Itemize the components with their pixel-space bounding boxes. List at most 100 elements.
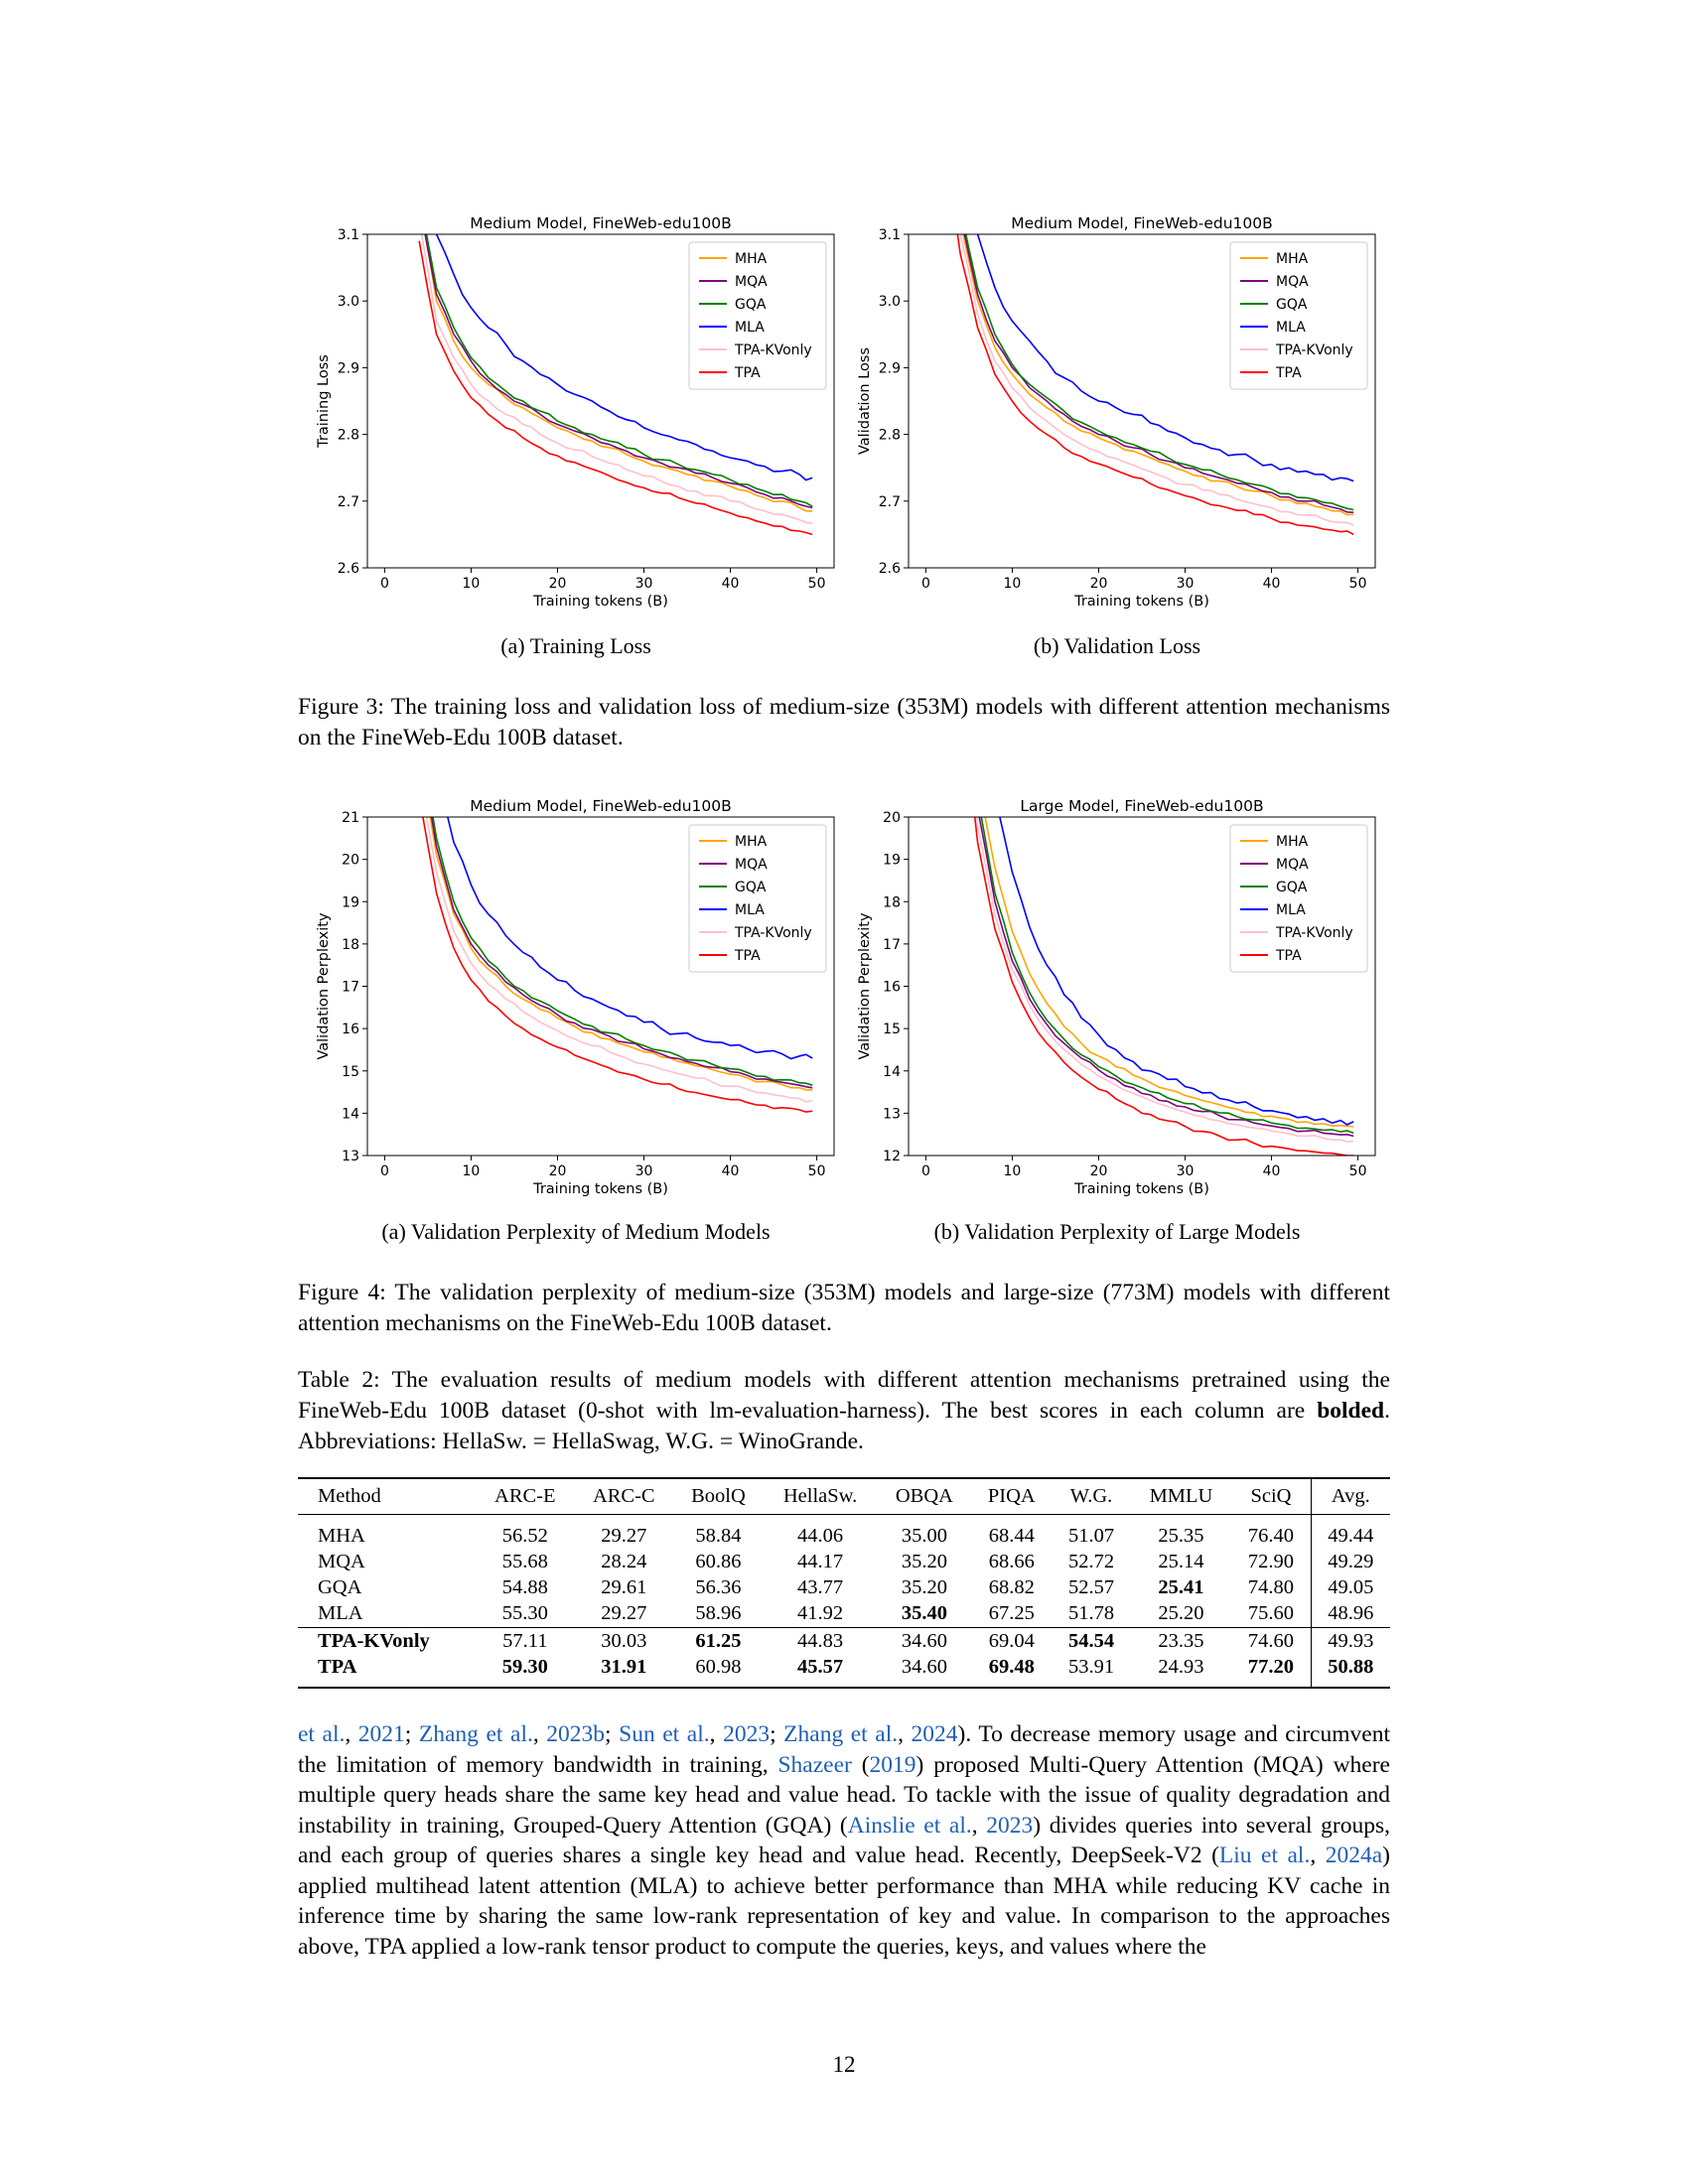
citation-year-link[interactable]: 2023: [986, 1812, 1034, 1839]
cell: 24.93: [1130, 1654, 1232, 1689]
citation-link[interactable]: Ainslie et al.: [847, 1812, 972, 1839]
cell: 60.86: [695, 1551, 742, 1572]
series-line-mqa: [963, 234, 1354, 513]
x-tick-label: 30: [1177, 576, 1195, 592]
table2-caption-bold: bolded: [1317, 1398, 1385, 1424]
cell: 68.82: [988, 1576, 1035, 1598]
header-avg: Avg.: [1311, 1477, 1390, 1515]
y-tick-label: 20: [342, 853, 359, 869]
header-arc-c: ARC-C: [574, 1477, 674, 1515]
header-winogrande: W.G.: [1052, 1477, 1131, 1515]
citation-year-link[interactable]: 2024: [911, 1721, 958, 1747]
text: ) proposed Multi-Query Attention (MQA) w…: [298, 1751, 1390, 1839]
legend-label: MQA: [1276, 857, 1309, 873]
results-table: Method ARC-E ARC-C BoolQ HellaSw. OBQA P…: [298, 1477, 1390, 1689]
legend: [688, 241, 827, 390]
legend-label: TPA: [1275, 948, 1302, 964]
cell: 72.90: [1231, 1549, 1312, 1574]
cell: 52.57: [1067, 1576, 1115, 1598]
y-axis-label: Validation Perplexity: [316, 912, 332, 1060]
x-tick-label: 50: [808, 576, 826, 592]
x-tick-label: 40: [722, 1163, 740, 1179]
y-tick-label: 2.7: [338, 494, 359, 510]
cell: 58.84: [695, 1525, 742, 1547]
y-axis-label: Validation Perplexity: [857, 912, 873, 1060]
cell: 29.27: [601, 1602, 647, 1624]
x-tick-label: 10: [1004, 1163, 1022, 1179]
legend-label: TPA-KVonly: [1275, 342, 1353, 358]
cell: MHA: [318, 1525, 365, 1547]
citation-link[interactable]: Liu et al.: [1218, 1843, 1311, 1868]
y-tick-label: 16: [342, 1022, 359, 1037]
citation-link[interactable]: et al.: [298, 1721, 346, 1747]
table-row: TPA-KVonly 57.11 30.03 61.25 44.83 34.60…: [298, 1627, 1390, 1654]
cell: 25.14: [1158, 1551, 1204, 1572]
citation-link[interactable]: Sun et al.: [619, 1721, 710, 1747]
cell: 60.98: [673, 1654, 764, 1689]
y-tick-label: 2.9: [879, 360, 901, 376]
cell: 57.11: [476, 1627, 575, 1654]
citation-year-link[interactable]: 2023b: [546, 1721, 606, 1747]
citation-year-link[interactable]: 2023: [723, 1721, 771, 1747]
series-line-tpa-kvonly: [425, 817, 813, 1103]
cell: 34.60: [877, 1654, 972, 1689]
x-tick-label: 20: [1090, 576, 1108, 592]
legend-label: MLA: [735, 902, 765, 918]
y-tick-label: 2.7: [879, 494, 901, 510]
series-line-mqa: [430, 817, 813, 1089]
citation-year-link[interactable]: 2021: [357, 1721, 405, 1747]
chart-title: Medium Model, FineWeb-edu100B: [1011, 214, 1273, 232]
x-axis-label: Training tokens (B): [532, 594, 668, 610]
citation-link[interactable]: Shazeer: [777, 1751, 852, 1778]
legend-label: GQA: [1276, 297, 1308, 313]
x-tick-label: 0: [921, 576, 930, 592]
x-tick-label: 20: [549, 576, 567, 592]
legend-label: TPA-KVonly: [1275, 925, 1353, 941]
x-tick-label: 30: [635, 576, 653, 592]
citation-year-link[interactable]: 2019: [869, 1751, 916, 1778]
header-piqa: PIQA: [971, 1477, 1053, 1515]
series-line-gqa: [432, 817, 813, 1086]
series-line-tpa-kvonly: [975, 817, 1354, 1143]
cell: 54.54: [1052, 1627, 1131, 1654]
cell: 76.40: [1231, 1514, 1312, 1549]
legend: [688, 824, 827, 973]
x-tick-label: 20: [1090, 1163, 1108, 1179]
x-tick-label: 10: [1004, 576, 1022, 592]
y-tick-label: 19: [883, 853, 901, 869]
cell: 25.41: [1158, 1576, 1204, 1598]
text: ) divides queries into several groups, a…: [298, 1812, 1391, 1869]
citation-link[interactable]: Zhang et al.: [418, 1721, 533, 1747]
y-tick-label: 20: [883, 810, 901, 826]
cell: 56.36: [695, 1576, 742, 1598]
chart-perplexity-medium: Medium Model, FineWeb-edu100B 0 10 20 30 40 50…: [308, 791, 844, 1213]
y-tick-label: 2.6: [338, 561, 359, 577]
x-tick-label: 0: [380, 576, 389, 592]
table2-caption: Table 2: The evaluation results of mediu…: [298, 1365, 1390, 1457]
y-tick-label: 14: [883, 1064, 901, 1080]
series-line-gqa: [964, 234, 1354, 511]
citation-year-link[interactable]: 2024a: [1325, 1843, 1383, 1868]
y-tick-label: 15: [342, 1064, 359, 1080]
cell: GQA: [318, 1576, 362, 1598]
y-tick-label: 19: [342, 894, 359, 910]
cell: 49.44: [1328, 1525, 1374, 1547]
cell: 77.20: [1231, 1654, 1312, 1689]
series-line-tpa: [973, 817, 1354, 1156]
cell: 49.29: [1328, 1551, 1374, 1572]
cell: 23.35: [1130, 1627, 1232, 1654]
series-line-mha: [962, 234, 1354, 516]
cell: 29.27: [601, 1525, 647, 1547]
cell: 29.61: [601, 1576, 647, 1598]
citation-link[interactable]: Zhang et al.: [783, 1721, 899, 1747]
cell: 49.93: [1311, 1627, 1390, 1654]
y-axis-label: Validation Loss: [857, 347, 873, 455]
legend-label: GQA: [735, 297, 767, 313]
cell: TPA: [298, 1654, 477, 1689]
cell: 59.30: [476, 1654, 575, 1689]
subcaption-3b: (b) Validation Loss: [1033, 633, 1201, 658]
text: ,: [1310, 1843, 1326, 1868]
legend-label: GQA: [1276, 880, 1308, 895]
body-paragraph: et al., 2021; Zhang et al., 2023b; Sun e…: [298, 1719, 1390, 1962]
validation-loss-plot: Medium Model, FineWeb-edu100B 0 10 20 30 40 50…: [857, 214, 1376, 610]
